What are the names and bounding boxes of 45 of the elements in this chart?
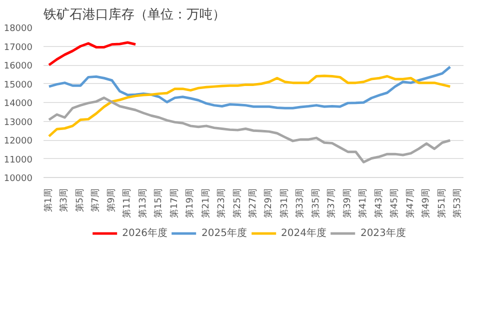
legend-label: 2024年度: [281, 226, 326, 240]
y-tick-label: 11000: [4, 155, 33, 166]
x-tick-label: 第39周: [342, 188, 353, 218]
legend-label: 2025年度: [202, 226, 247, 240]
x-tick-label: 第25周: [232, 188, 243, 218]
x-tick-label: 第5周: [74, 188, 86, 212]
x-tick-label: 第21周: [200, 188, 212, 218]
x-tick-label: 第7周: [90, 188, 102, 212]
x-tick-label: 第33周: [294, 188, 306, 218]
legend-label: 2023年度: [360, 226, 406, 240]
x-tick-label: 第41周: [358, 188, 369, 218]
x-tick-label: 第15周: [153, 188, 164, 218]
line-series: [48, 74, 452, 138]
x-tick-label: 第19周: [184, 188, 196, 218]
y-tick-label: 16000: [4, 62, 33, 72]
y-tick-label: 17000: [4, 42, 33, 53]
x-tick-label: 第43周: [373, 188, 384, 218]
x-tick-label: 第13周: [137, 188, 148, 218]
x-tick-label: 第29周: [263, 188, 274, 218]
y-tick-label: 13000: [4, 118, 33, 128]
x-tick-label: 第45周: [389, 188, 400, 218]
x-tick-label: 第27周: [248, 188, 258, 218]
y-tick-label: 14000: [4, 99, 33, 109]
x-tick-label: 第9周: [106, 188, 117, 212]
x-tick-label: 第11周: [122, 188, 133, 218]
x-tick-label: 第47周: [404, 188, 416, 218]
x-tick-label: 第49周: [420, 188, 432, 218]
y-tick-label: 15000: [4, 80, 33, 90]
y-tick-label: 12000: [4, 136, 33, 146]
x-tick-label: 第23周: [216, 188, 228, 218]
x-tick-label: 第53周: [452, 188, 463, 218]
line-series: [48, 41, 137, 66]
x-tick-label: 第35周: [310, 188, 322, 218]
x-tick-label: 第31周: [278, 188, 290, 218]
y-tick-label: 10000: [4, 174, 33, 184]
chart-title: 铁矿石港口库存（单位：万吨）: [42, 8, 226, 22]
x-tick-label: 第17周: [168, 188, 180, 218]
x-tick-label: 第37周: [326, 188, 338, 218]
legend-label: 2026年度: [122, 226, 168, 240]
x-tick-label: 第1周: [43, 188, 54, 212]
x-tick-label: 第3周: [58, 188, 70, 212]
y-tick-label: 18000: [4, 24, 33, 34]
x-tick-label: 第51周: [436, 188, 448, 218]
line-series: [48, 96, 452, 164]
line-series: [48, 66, 452, 110]
